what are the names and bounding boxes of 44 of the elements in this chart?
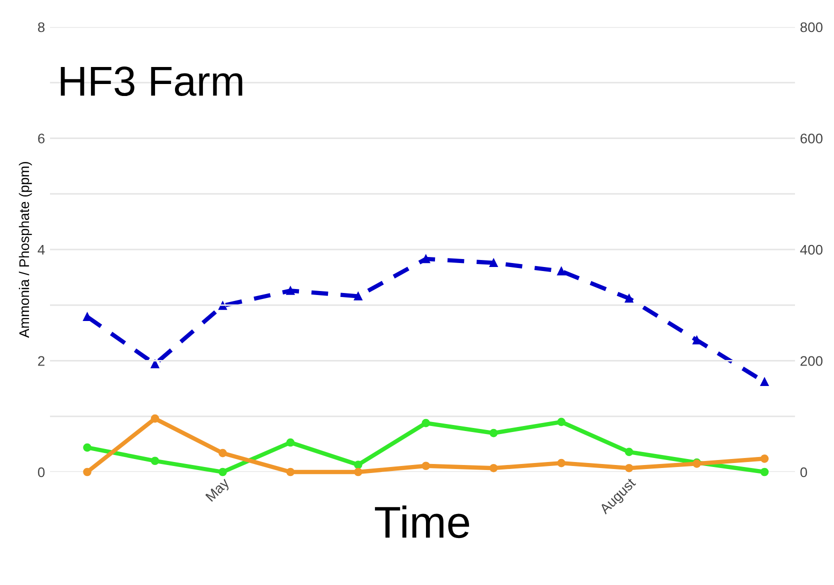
point — [150, 414, 160, 423]
y-tick-label: 8 — [38, 22, 45, 32]
point — [760, 378, 769, 386]
point — [760, 468, 769, 476]
point — [557, 418, 566, 426]
text: HF3 Farm — [60, 66, 242, 96]
y2-tick-label: 200 — [800, 356, 822, 366]
y2-tick-label: 0 — [800, 467, 808, 478]
point — [150, 456, 160, 466]
point — [422, 418, 430, 428]
y-tick-label: 6 — [38, 134, 45, 144]
point — [489, 464, 498, 472]
point — [218, 468, 227, 476]
y-axis-title: Ammonia / Phosphate (ppm) — [18, 162, 32, 338]
y2-tick-label: 600 — [800, 134, 822, 144]
point — [624, 294, 634, 303]
point — [489, 428, 498, 438]
y-tick-label: 4 — [38, 244, 45, 255]
point — [354, 468, 362, 476]
point — [286, 286, 295, 295]
point — [218, 302, 227, 310]
point — [354, 292, 362, 300]
point — [422, 462, 430, 470]
point — [354, 460, 362, 469]
y2-tick-label: 800 — [800, 22, 822, 32]
point — [489, 258, 498, 268]
point — [83, 443, 92, 452]
y-tick-label: 2 — [38, 356, 44, 366]
point — [218, 448, 227, 458]
x-tick-label: May — [205, 477, 232, 504]
point — [83, 468, 92, 476]
point — [692, 336, 701, 344]
point — [150, 360, 160, 368]
point — [422, 254, 430, 264]
point — [624, 464, 634, 472]
point — [286, 468, 295, 476]
point — [760, 454, 769, 463]
x-axis-title: Time — [374, 505, 470, 538]
point — [286, 438, 295, 447]
y2-tick-label: 400 — [800, 244, 822, 255]
y-tick-label: 0 — [38, 467, 45, 478]
point — [557, 267, 566, 276]
point — [557, 458, 566, 468]
point — [624, 448, 634, 456]
